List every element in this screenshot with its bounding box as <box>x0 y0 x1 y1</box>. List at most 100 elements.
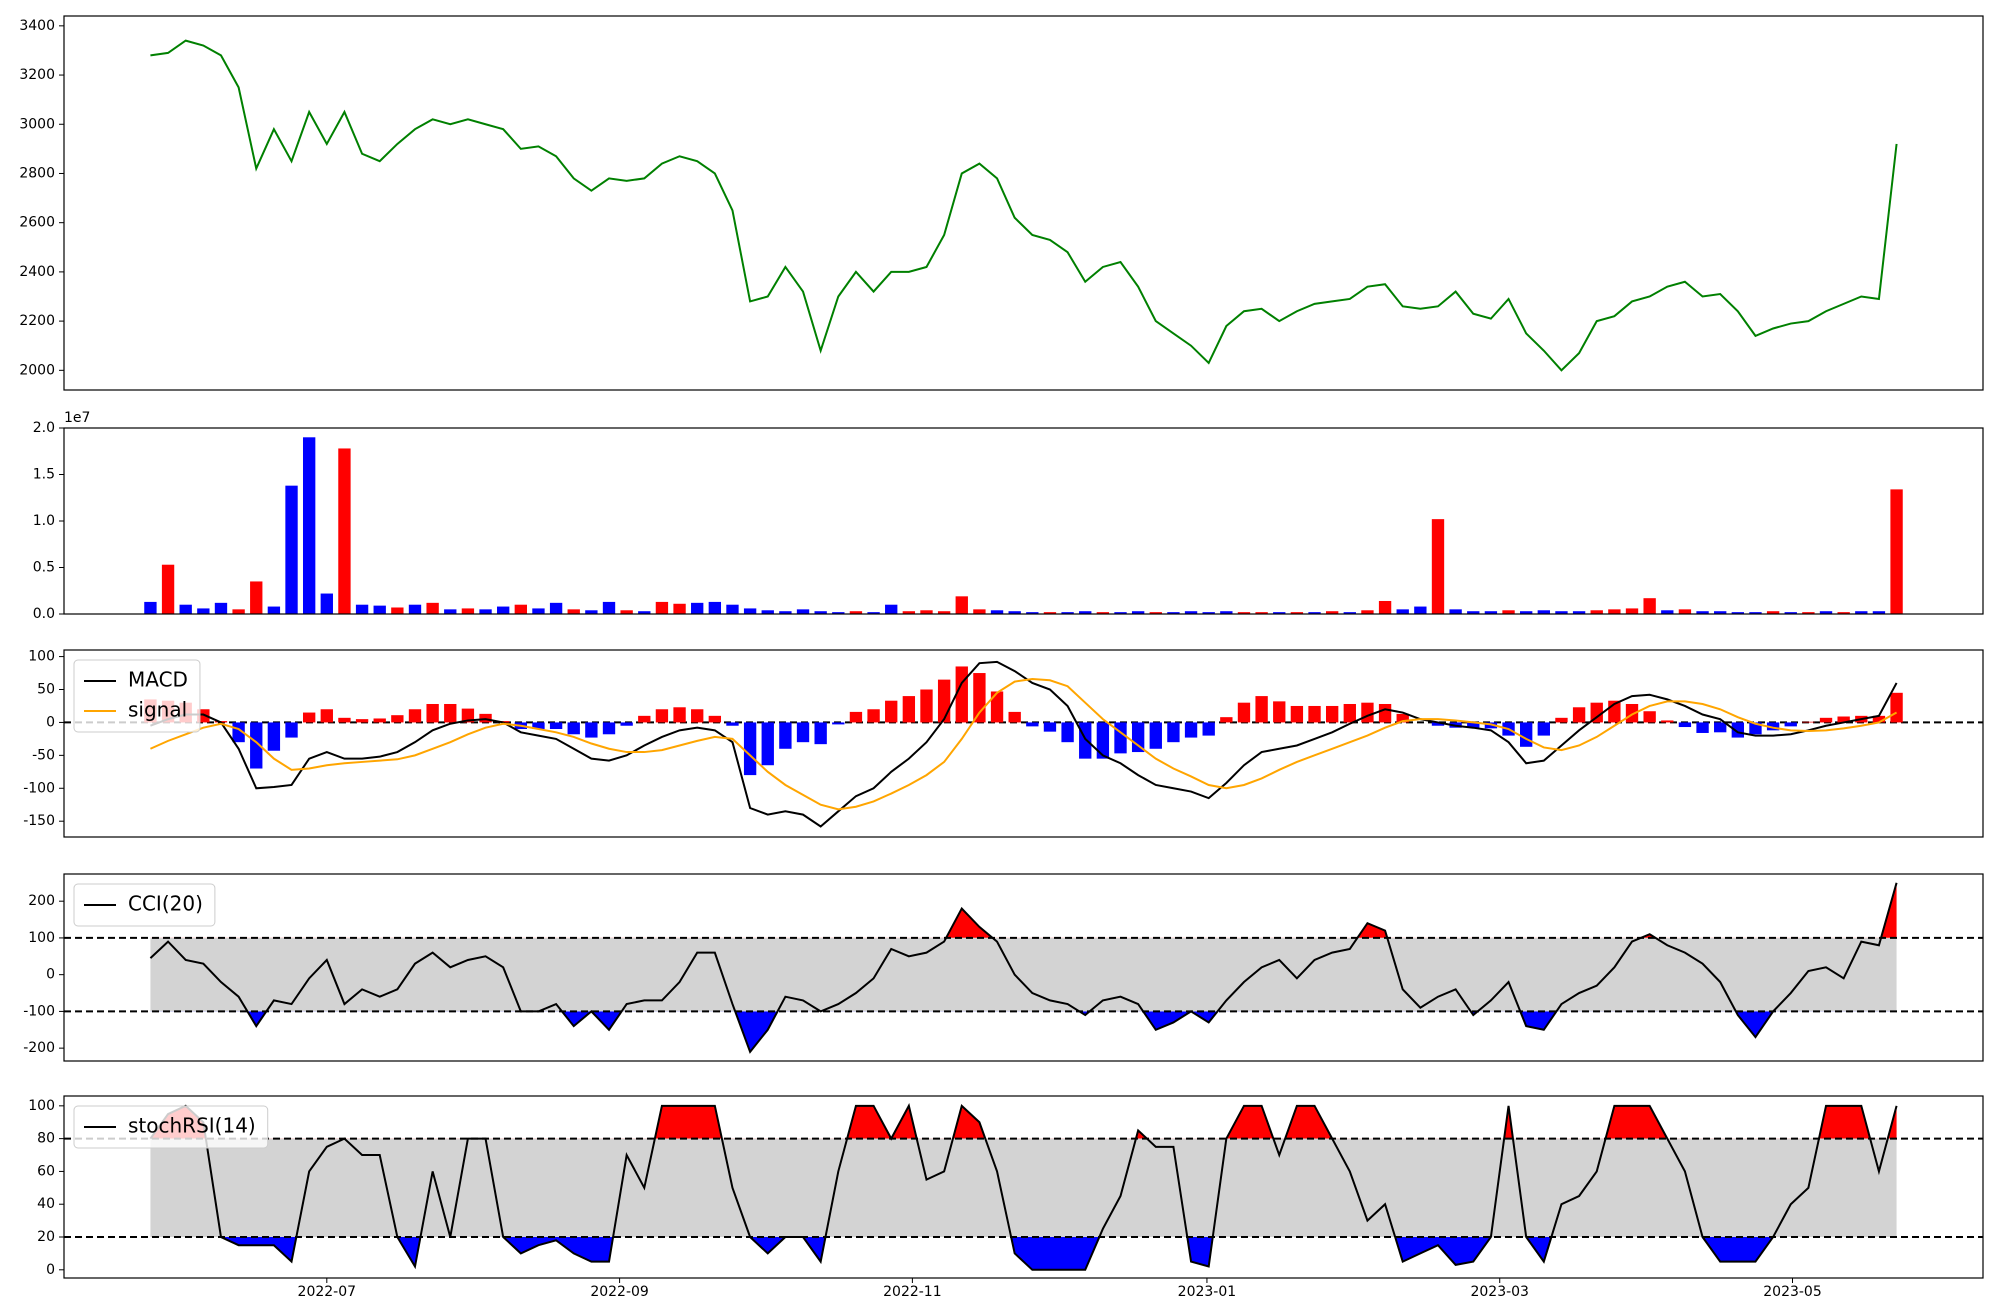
bar <box>1643 598 1656 614</box>
bar <box>1361 702 1374 723</box>
bar <box>1237 702 1251 723</box>
bar <box>1361 610 1374 614</box>
bar <box>655 709 669 723</box>
bar <box>1079 611 1092 614</box>
bar <box>1396 713 1409 723</box>
y-tick-label: 1.5 <box>33 467 55 483</box>
bar <box>1255 612 1268 614</box>
x-tick-label: 2022-07 <box>298 1284 357 1300</box>
bar <box>585 722 598 738</box>
y-tick-label: 2000 <box>19 362 55 378</box>
y-tick-label: 2200 <box>19 313 55 329</box>
bar <box>973 609 986 614</box>
bar <box>1608 609 1621 614</box>
y-tick-label: 2400 <box>19 264 55 280</box>
bar <box>1749 722 1762 735</box>
bar <box>1290 705 1304 723</box>
bar <box>655 601 669 614</box>
legend-label: stochRSI(14) <box>128 1114 256 1138</box>
bar <box>391 715 404 723</box>
legend-label: signal <box>128 698 187 722</box>
y-tick-label: 50 <box>37 682 55 698</box>
lower-extreme-fill <box>150 1237 1897 1270</box>
bar <box>338 448 351 614</box>
bar <box>779 722 792 749</box>
bar <box>1872 611 1886 614</box>
bar <box>955 666 968 723</box>
bar <box>620 610 633 614</box>
neutral-band <box>150 1138 1897 1238</box>
legend: CCI(20) <box>73 883 216 927</box>
bar <box>1855 611 1868 614</box>
legend-box <box>73 659 201 733</box>
bar <box>179 604 192 614</box>
bar <box>1590 610 1603 614</box>
line <box>150 39 1898 372</box>
bar <box>1555 611 1568 614</box>
y-tick-label: 3400 <box>19 18 55 34</box>
bar <box>214 602 228 614</box>
bar <box>1237 612 1251 614</box>
bar <box>285 485 298 614</box>
bar <box>532 608 545 614</box>
bar <box>849 711 863 723</box>
bar <box>1184 722 1198 738</box>
bar <box>937 611 951 614</box>
axes-frame <box>63 649 1984 838</box>
bar <box>726 722 739 726</box>
y-tick-label: 0 <box>46 714 55 730</box>
bar <box>796 609 810 614</box>
x-tick-label: 2022-09 <box>590 1284 649 1300</box>
bar <box>408 604 422 614</box>
bar <box>902 611 916 614</box>
bar <box>1890 692 1903 723</box>
bar <box>1520 611 1533 614</box>
bar <box>796 722 810 743</box>
bar <box>885 604 898 614</box>
x-tick-label: 2022-11 <box>883 1284 942 1300</box>
y-tick-label: 2.0 <box>33 420 55 436</box>
line <box>150 677 1898 811</box>
legend-box <box>73 1105 269 1149</box>
bar <box>1520 722 1533 747</box>
line <box>150 660 1898 828</box>
legend-label: CCI(20) <box>128 892 203 916</box>
bar <box>1308 705 1321 723</box>
y-tick-label: 60 <box>37 1163 55 1179</box>
bar <box>426 602 439 614</box>
bar <box>585 610 598 614</box>
bar <box>1325 705 1339 723</box>
bar <box>1643 711 1656 723</box>
bar <box>1625 703 1639 723</box>
bar <box>937 679 951 723</box>
bar <box>832 612 845 614</box>
bar <box>267 606 281 614</box>
y-tick-label: 3200 <box>19 67 55 83</box>
bar <box>461 708 475 723</box>
bar <box>814 722 827 745</box>
bar <box>567 722 580 735</box>
bar <box>1273 701 1286 723</box>
bar <box>1484 611 1498 614</box>
bar <box>1696 611 1709 614</box>
bar <box>1731 612 1745 614</box>
bar <box>1273 612 1286 614</box>
bar <box>250 722 263 769</box>
y-tick-label: 0.5 <box>33 560 55 576</box>
bar <box>708 601 722 614</box>
y-tick-label: -50 <box>32 747 55 763</box>
y-tick-label: 100 <box>28 649 55 665</box>
bar <box>1890 489 1903 614</box>
y-tick-label: 0 <box>46 967 55 983</box>
bar <box>1149 612 1162 614</box>
bar <box>1290 612 1304 614</box>
bar <box>743 722 757 776</box>
bar <box>1255 696 1268 723</box>
bar <box>302 712 316 723</box>
bar <box>1714 611 1727 614</box>
bar <box>1696 722 1709 733</box>
axes-frame <box>63 427 1984 615</box>
bar <box>1325 611 1339 614</box>
bar <box>602 722 616 735</box>
